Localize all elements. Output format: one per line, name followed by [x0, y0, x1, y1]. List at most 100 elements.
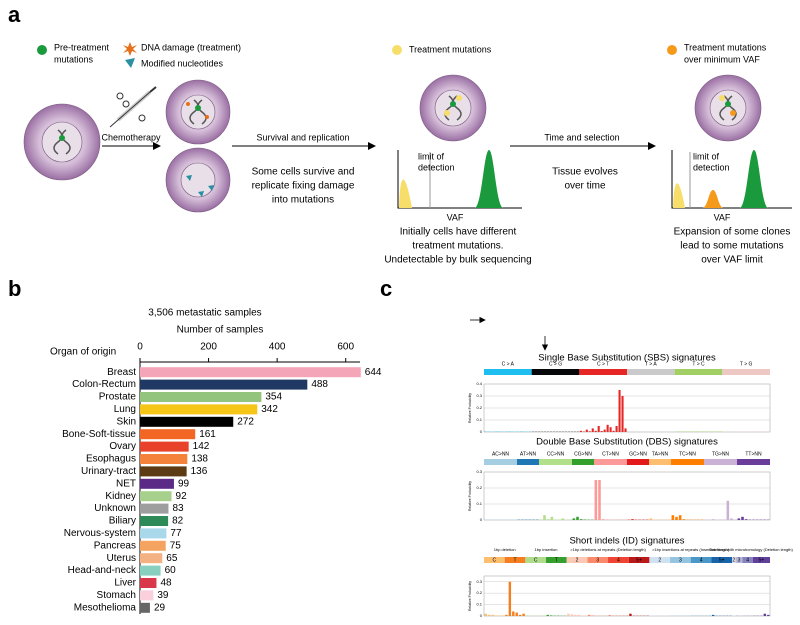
- group-strip: [742, 557, 753, 563]
- group-label: 4: [617, 557, 620, 563]
- group-strip: [484, 369, 532, 375]
- bar: [579, 519, 583, 520]
- cells: [23, 74, 762, 213]
- group-strip: [671, 459, 704, 465]
- y-tick-label: Liver: [114, 578, 136, 589]
- y-tick-label: Colon-Rectum: [72, 379, 136, 390]
- y-tick-label: Breast: [107, 367, 136, 378]
- group-strip: [484, 459, 517, 465]
- legend-text: Treatment mutations: [684, 42, 767, 52]
- bar: [594, 430, 597, 432]
- group-label: AT>NN: [520, 451, 537, 457]
- plot-label: detection: [418, 162, 455, 172]
- bar: [618, 390, 621, 432]
- bar: [730, 518, 733, 520]
- description-line: Tissue evolves: [552, 167, 618, 178]
- y-tick-label: Unknown: [94, 503, 136, 514]
- bar: [587, 614, 591, 616]
- group-strip: [690, 557, 712, 563]
- y-axis-label: Relative Probability: [468, 481, 472, 511]
- y-tick-label: Prostate: [99, 392, 137, 403]
- legend-text: mutations: [54, 54, 94, 64]
- chart-title: Short indels (ID) signatures: [569, 536, 684, 547]
- bar: [487, 614, 491, 616]
- panel-label: c: [380, 276, 392, 301]
- plot-label: limit of: [693, 151, 720, 161]
- y-tick-label: Nervous-system: [64, 528, 136, 539]
- value-label: 138: [191, 454, 208, 465]
- y-tick-label: Uterus: [107, 553, 136, 564]
- y-tick-label: Lung: [114, 404, 136, 415]
- y-tick-label: 0.4: [476, 381, 482, 386]
- bar: [682, 519, 686, 520]
- group-strip: [484, 557, 505, 563]
- description: Some cells survive and replicate fixing …: [252, 167, 791, 266]
- bar: [744, 519, 748, 520]
- bar: [543, 515, 546, 520]
- group-label: 4: [746, 557, 749, 563]
- group-label: GC>NN: [629, 451, 647, 457]
- bar: [494, 615, 498, 616]
- plot-label: limit of: [418, 151, 445, 161]
- description-line: over time: [564, 181, 606, 192]
- description-line: replicate fixing damage: [252, 181, 355, 192]
- bar: [585, 429, 588, 432]
- bar: [518, 614, 522, 616]
- group-label: 3: [679, 557, 682, 563]
- group-strip: [674, 369, 723, 375]
- group-label: C > A: [502, 361, 515, 367]
- bar: [601, 519, 605, 520]
- y-tick-label: Kidney: [105, 491, 136, 502]
- value-label: 272: [237, 416, 254, 427]
- group-label: T > G: [740, 361, 753, 367]
- x-tick-label: 0: [137, 342, 143, 353]
- group-label: TG>NN: [712, 451, 729, 457]
- bar: [501, 615, 505, 616]
- y-tick-label: Ovary: [109, 441, 136, 452]
- bar: [140, 441, 189, 452]
- group-strip: [504, 557, 526, 563]
- bar: [711, 614, 715, 616]
- bar: [603, 429, 606, 432]
- group-label: 5+: [636, 557, 642, 563]
- value-label: 354: [265, 392, 282, 403]
- bar: [140, 379, 308, 390]
- bar: [140, 602, 150, 613]
- bar: [140, 590, 154, 601]
- y-tick-label: 0.2: [476, 590, 482, 595]
- pointer-arrows: [470, 316, 549, 351]
- bar: [484, 613, 487, 616]
- group-label: C > G: [549, 361, 562, 367]
- value-label: 29: [154, 602, 166, 613]
- vaf-plot: [397, 150, 792, 209]
- bar: [576, 516, 579, 520]
- bar: [140, 491, 172, 502]
- bar: [140, 565, 161, 576]
- bar: [612, 430, 615, 432]
- group-label: CG>NN: [574, 451, 592, 457]
- plot-label: VAF: [714, 212, 731, 222]
- group-label: 5+: [759, 557, 765, 563]
- group-strip: [628, 557, 650, 563]
- bar: [736, 615, 739, 616]
- y-tick-label: 0.1: [476, 417, 482, 422]
- group-label: 2: [658, 557, 661, 563]
- group-strip: [608, 557, 629, 563]
- bar: [678, 515, 682, 520]
- bar: [588, 431, 591, 432]
- bar: [550, 516, 554, 520]
- y-tick-label: 0.3: [476, 469, 482, 474]
- bar: [491, 614, 494, 616]
- group-strip: [525, 557, 547, 563]
- group-label: >1bp insertions at repeats (Insertion le…: [652, 547, 730, 552]
- group-strip: [517, 459, 539, 465]
- bar: [597, 426, 600, 432]
- bar: [140, 392, 262, 402]
- y-tick-label: NET: [116, 478, 136, 489]
- bar: [140, 454, 188, 464]
- value-label: 39: [157, 590, 169, 601]
- y-tick-label: 0.3: [476, 579, 482, 584]
- legend-star: [123, 42, 137, 56]
- group-label: 4: [700, 557, 703, 563]
